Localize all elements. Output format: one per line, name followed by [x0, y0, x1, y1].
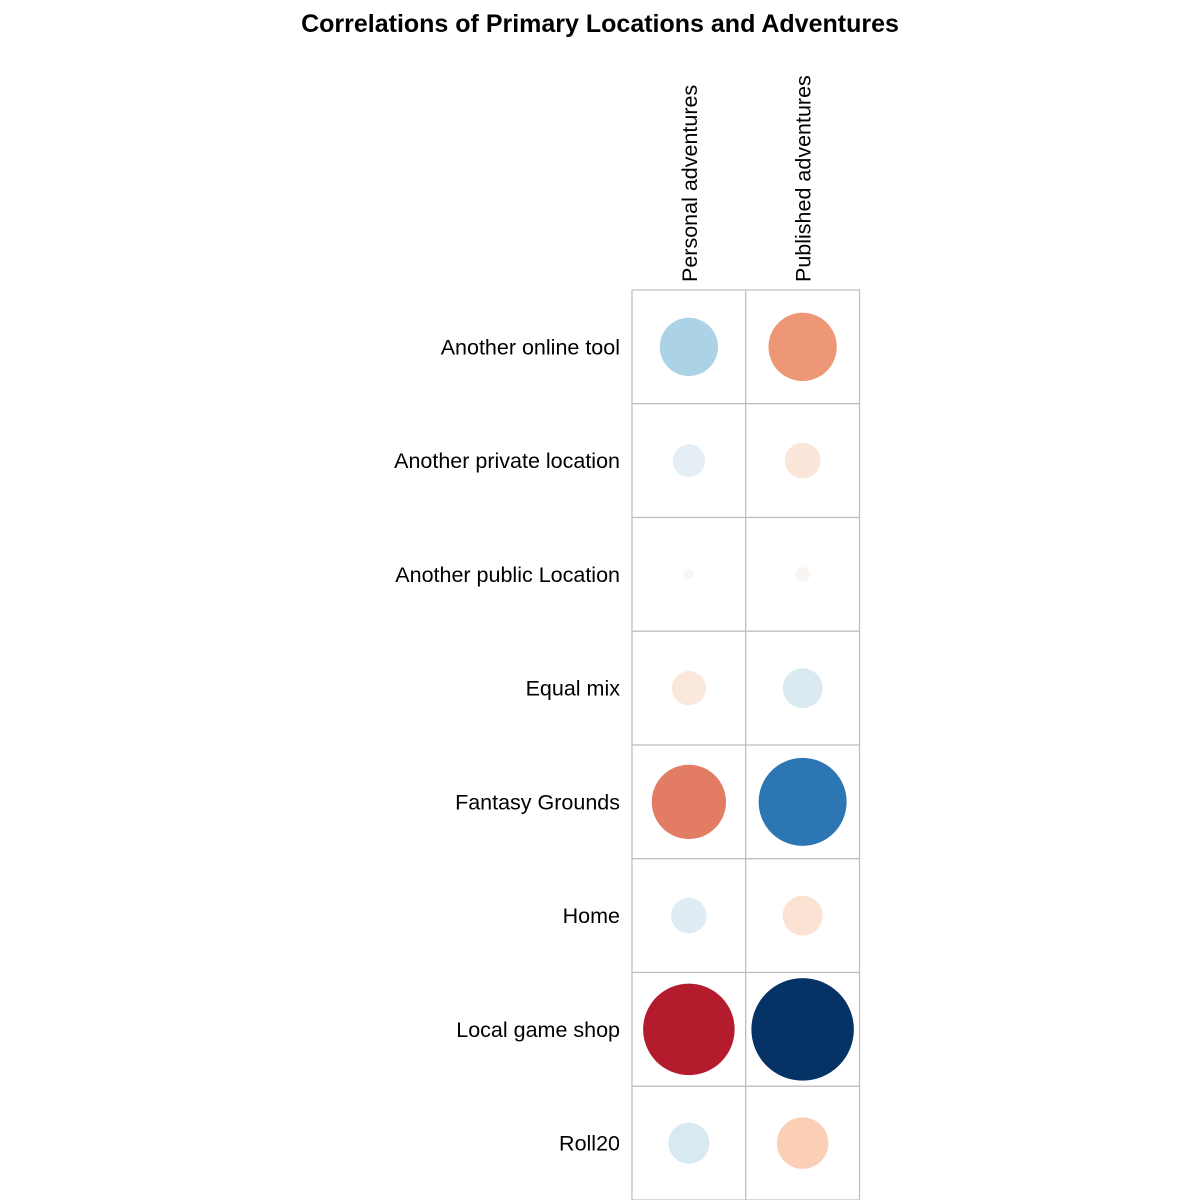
correlation-circle: [782, 895, 823, 936]
chart-title: Correlations of Primary Locations and Ad…: [301, 10, 899, 38]
row-label: Another private location: [394, 449, 620, 473]
correlation-circle: [671, 897, 707, 934]
row-label: Another online tool: [441, 335, 620, 359]
correlation-circle: [683, 569, 695, 580]
column-label: Personal adventures: [678, 85, 702, 282]
correlation-circle: [671, 671, 706, 706]
correlation-circle: [758, 757, 847, 846]
correlation-circle: [659, 317, 719, 377]
column-label: Published adventures: [792, 75, 816, 282]
row-label: Home: [563, 904, 620, 928]
grid-cell: [745, 630, 861, 746]
correlation-circle: [643, 983, 735, 1076]
correlation-circle: [668, 1122, 710, 1164]
column-labels: Personal adventures Published adventures: [678, 75, 816, 282]
correlation-circle: [768, 312, 837, 382]
correlation-circle: [795, 567, 810, 582]
correlation-circle: [751, 978, 854, 1081]
row-label: Roll20: [559, 1132, 620, 1156]
correlation-marks: [643, 312, 854, 1169]
correlation-circle: [651, 764, 727, 840]
row-label: Equal mix: [526, 677, 621, 701]
correlation-circle: [782, 668, 823, 709]
correlation-circle: [776, 1117, 829, 1169]
row-label: Local game shop: [456, 1018, 620, 1042]
correlation-circle: [784, 442, 821, 479]
row-label: Fantasy Grounds: [455, 790, 620, 814]
row-label: Another public Location: [395, 563, 620, 587]
correlation-circle: [672, 444, 706, 477]
row-labels: Another online tool Another private locat…: [394, 335, 620, 1155]
